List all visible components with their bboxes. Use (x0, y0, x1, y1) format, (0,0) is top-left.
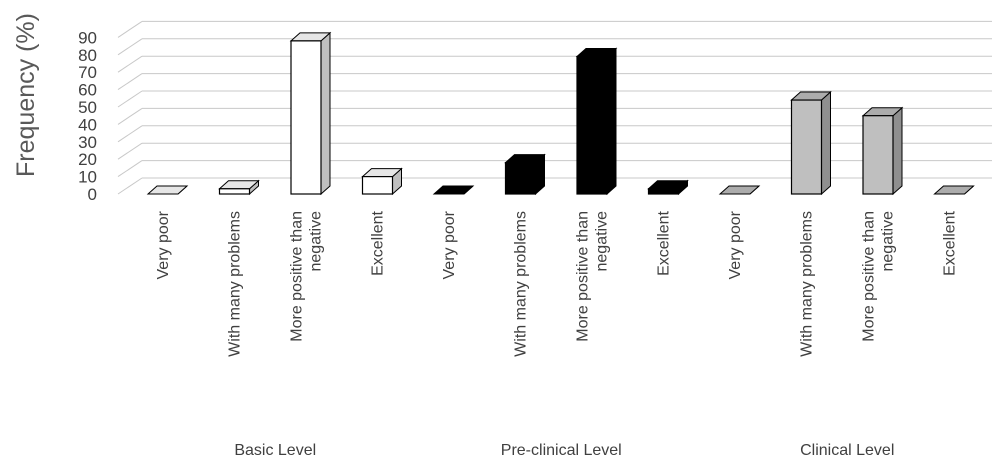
category-label: Very poor (727, 210, 744, 279)
y-tick-label: 80 (78, 46, 97, 65)
category-label-line: negative (308, 211, 325, 272)
bar (647, 179, 689, 196)
y-tick-label: 50 (78, 98, 97, 117)
category-label-line: negative (880, 211, 897, 272)
category-label-line: Excellent (942, 210, 959, 275)
y-tick-label: 30 (78, 133, 97, 152)
bar (933, 185, 975, 195)
bar-side (606, 47, 617, 196)
category-labels: Very poor With many problems More positive… (155, 210, 959, 357)
category-label-line: More positive than (575, 211, 592, 342)
category-label-line: Very poor (155, 210, 172, 279)
category-label: Excellent (942, 210, 959, 275)
category-label: Very poor (441, 210, 458, 279)
category-label-line: Excellent (370, 210, 387, 275)
gridline-diagonal (117, 107, 143, 125)
category-label-line: More positive than (861, 211, 878, 342)
category-label: With many problems (799, 211, 816, 357)
category-label: More positive than negative (575, 211, 611, 342)
bar-front (218, 188, 251, 195)
group-label: Pre-clinical Level (501, 442, 622, 459)
bar-side (892, 106, 903, 196)
gridline-diagonal (117, 160, 143, 178)
bar-front (647, 188, 680, 195)
gridlines (117, 20, 992, 195)
category-label-line: More positive than (289, 211, 306, 342)
gridline-diagonal (117, 20, 143, 38)
bar (861, 106, 904, 196)
bar-front (790, 99, 823, 195)
bar (504, 153, 546, 196)
gridline-diagonal (117, 90, 143, 108)
category-label: Excellent (656, 210, 673, 275)
bar (432, 185, 475, 195)
category-label-line: With many problems (799, 211, 816, 357)
group-label: Basic Level (234, 442, 316, 459)
bar-front (290, 40, 322, 195)
y-tick-label: 70 (78, 63, 97, 82)
y-tick-label: 10 (78, 168, 97, 187)
bar-front (862, 115, 894, 195)
category-label-line: negative (594, 211, 611, 272)
gridline-diagonal (117, 125, 143, 143)
bar-front (576, 55, 608, 195)
y-tick-label: 60 (78, 81, 97, 100)
gridline-diagonal (117, 142, 143, 160)
bar (361, 167, 403, 196)
bar-top (146, 185, 189, 195)
bar (718, 185, 761, 195)
category-label-line: Excellent (656, 210, 673, 275)
bar (790, 90, 832, 196)
bar (575, 47, 618, 196)
category-label: More positive than negative (289, 211, 325, 342)
bars (146, 31, 975, 196)
gridline-diagonal (117, 38, 143, 56)
category-label: With many problems (227, 211, 244, 357)
category-label-line: With many problems (227, 211, 244, 357)
category-label-line: Very poor (441, 210, 458, 279)
bar-front (504, 162, 537, 195)
gridline-diagonal (117, 55, 143, 73)
category-label: Excellent (370, 210, 387, 275)
group-labels: Basic Level Pre-clinical Level Clinical Le… (234, 442, 894, 459)
y-axis-label: Frequency (%) (12, 13, 40, 177)
category-label-line: With many problems (513, 211, 530, 357)
y-tick-label: 0 (88, 185, 97, 204)
category-label: With many problems (513, 211, 530, 357)
bar-side (320, 31, 331, 196)
bar (289, 31, 332, 196)
group-label: Clinical Level (800, 442, 894, 459)
category-label: Very poor (155, 210, 172, 279)
bar-top (718, 185, 761, 195)
y-tick-label: 40 (78, 115, 97, 134)
category-label: More positive than negative (861, 211, 897, 342)
bar-front (361, 176, 394, 195)
bar-side (821, 90, 831, 196)
bar (218, 179, 260, 196)
gridline-diagonal (117, 177, 143, 195)
y-tick-label: 90 (78, 28, 97, 47)
bar (146, 185, 189, 195)
bar-top (933, 185, 975, 195)
gridline-diagonal (117, 73, 143, 91)
category-label-line: Very poor (727, 210, 744, 279)
y-tick-label: 20 (78, 150, 97, 169)
bar-top (432, 185, 475, 195)
